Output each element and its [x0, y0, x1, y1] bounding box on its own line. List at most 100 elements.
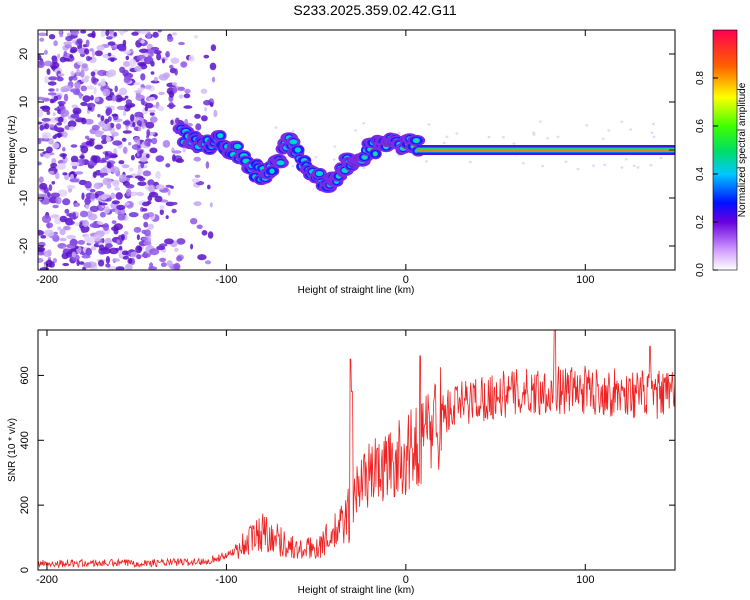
noise-blob [139, 156, 148, 163]
noise-blob [194, 174, 201, 178]
noise-blob [620, 166, 624, 169]
noise-blob [333, 145, 337, 148]
noise-blob [177, 86, 185, 92]
noise-blob [107, 41, 116, 46]
noise-blob [53, 95, 58, 102]
noise-blob [63, 93, 69, 102]
noise-blob [70, 46, 78, 53]
noise-blob [134, 65, 142, 72]
noise-blob [190, 218, 198, 225]
y-tick-label: -10 [18, 190, 30, 206]
noise-blob [175, 117, 180, 124]
noise-blob [106, 36, 113, 40]
x-tick-label: 0 [403, 274, 409, 286]
noise-blob [69, 54, 74, 59]
noise-blob [78, 92, 83, 99]
noise-blob [173, 262, 181, 270]
noise-blob [112, 140, 123, 146]
noise-blob [145, 102, 154, 109]
noise-blob [149, 60, 154, 65]
noise-blob [468, 160, 472, 164]
noise-blob [105, 30, 110, 37]
noise-blob [196, 224, 203, 230]
noise-blob [38, 251, 45, 256]
noise-blob [56, 122, 63, 126]
tone-blob [363, 155, 366, 159]
noise-blob [48, 170, 55, 175]
noise-blob [66, 213, 75, 217]
tone-blob [414, 139, 418, 142]
noise-blob [603, 163, 607, 167]
noise-blob [442, 141, 446, 145]
noise-blob [122, 146, 128, 154]
noise-blob [70, 70, 75, 77]
snr-xlabel: Height of straight line (km) [298, 585, 415, 596]
noise-blob [70, 161, 80, 167]
noise-blob [72, 75, 78, 81]
noise-blob [112, 258, 120, 262]
noise-blob [99, 172, 109, 176]
noise-blob [332, 158, 336, 161]
noise-blob [541, 164, 545, 168]
noise-blob [89, 189, 96, 193]
noise-blob [140, 160, 145, 169]
noise-blob [165, 215, 169, 220]
noise-blob [142, 213, 150, 220]
noise-blob [68, 126, 75, 131]
x-tick-label: -200 [36, 574, 58, 586]
noise-blob [38, 257, 44, 263]
colorbar-tick-label: 0.6 [695, 119, 706, 133]
noise-blob [62, 147, 66, 152]
noise-blob [142, 201, 150, 207]
noise-blob [119, 30, 124, 36]
noise-blob [121, 137, 127, 142]
noise-blob [145, 154, 150, 159]
noise-blob [111, 220, 117, 225]
noise-blob [143, 229, 151, 237]
noise-blob [112, 132, 119, 137]
noise-blob [632, 164, 636, 167]
noise-blob [174, 68, 178, 76]
noise-blob [201, 230, 208, 236]
noise-blob [60, 109, 70, 117]
spectrogram-marks [38, 30, 675, 270]
noise-blob [59, 215, 67, 223]
noise-blob [48, 138, 54, 145]
noise-blob [115, 94, 123, 103]
noise-blob [194, 35, 199, 39]
noise-blob [521, 162, 525, 165]
noise-blob [39, 37, 45, 42]
noise-blob [84, 135, 90, 140]
noise-blob [62, 85, 72, 92]
noise-blob [64, 208, 70, 214]
noise-blob [148, 109, 156, 113]
noise-blob [169, 64, 174, 69]
noise-blob [105, 263, 111, 268]
noise-blob [204, 107, 208, 112]
noise-blob [90, 71, 96, 77]
noise-blob [118, 87, 128, 96]
noise-blob [592, 164, 595, 167]
noise-blob [85, 55, 91, 62]
noise-blob [546, 137, 550, 140]
noise-blob [93, 182, 103, 190]
noise-blob [138, 48, 149, 53]
noise-blob [209, 202, 213, 208]
noise-blob [96, 44, 105, 51]
noise-blob [213, 109, 218, 118]
noise-blob [110, 154, 118, 158]
noise-blob [123, 61, 131, 67]
noise-blob [52, 112, 56, 117]
noise-blob [116, 239, 121, 245]
noise-blob [79, 155, 85, 159]
noise-blob [123, 75, 131, 84]
noise-blob [146, 129, 151, 137]
noise-blob [46, 222, 51, 229]
noise-blob [44, 75, 50, 84]
noise-blob [48, 261, 55, 268]
noise-blob [44, 60, 53, 67]
chart-title: S233.2025.359.02.42.G11 [293, 2, 456, 18]
y-tick-label: 200 [19, 496, 31, 514]
noise-blob [115, 123, 122, 130]
